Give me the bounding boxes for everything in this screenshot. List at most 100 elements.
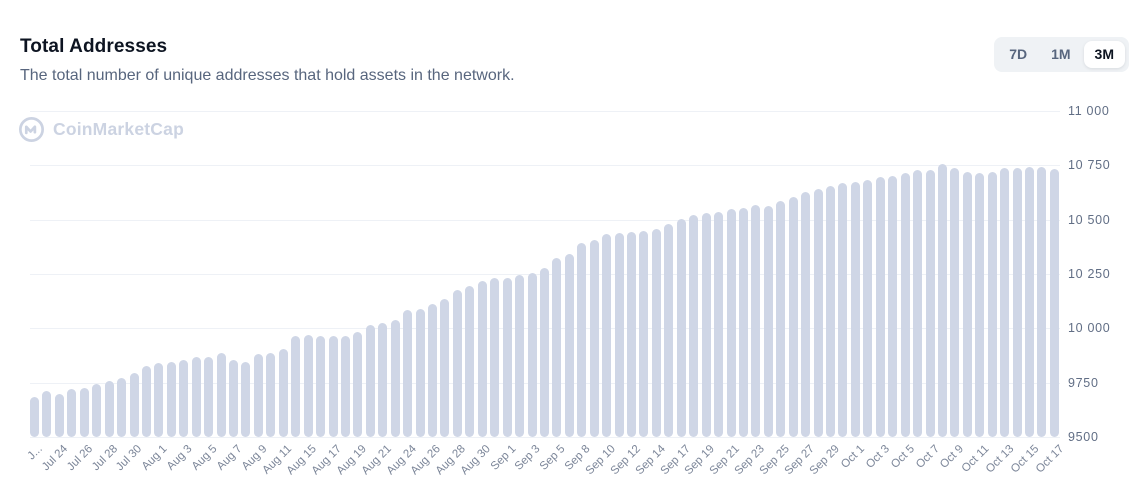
bar[interactable] (403, 309, 413, 437)
range-button-3m[interactable]: 3M (1083, 41, 1125, 68)
bar[interactable] (278, 348, 288, 437)
bar[interactable] (751, 204, 761, 437)
bar[interactable] (465, 286, 475, 437)
bar[interactable] (241, 361, 251, 437)
bar[interactable] (229, 359, 238, 437)
bar[interactable] (987, 172, 997, 437)
bar[interactable] (1037, 166, 1047, 437)
bar[interactable] (900, 173, 910, 437)
gridline (30, 219, 1060, 221)
y-axis-tick-label: 10 250 (1068, 267, 1111, 281)
bar[interactable] (850, 182, 860, 437)
bar[interactable] (801, 192, 811, 437)
plot-area (30, 111, 1060, 437)
bar[interactable] (440, 299, 450, 437)
bar[interactable] (527, 272, 537, 437)
bar[interactable] (962, 172, 972, 437)
bar[interactable] (564, 254, 574, 437)
bar[interactable] (738, 207, 748, 437)
bar[interactable] (204, 356, 214, 437)
bar[interactable] (390, 319, 400, 437)
bar[interactable] (266, 353, 276, 437)
bar[interactable] (589, 240, 599, 437)
bar[interactable] (676, 219, 686, 437)
bar[interactable] (253, 354, 263, 437)
bar[interactable] (316, 335, 326, 437)
bar[interactable] (303, 334, 313, 437)
bar[interactable] (79, 387, 89, 437)
bar[interactable] (216, 353, 226, 437)
y-axis-tick-label: 10 500 (1068, 212, 1111, 227)
bar[interactable] (813, 188, 823, 437)
bar[interactable] (627, 231, 636, 437)
bar[interactable] (129, 373, 139, 437)
gridline (30, 437, 1060, 438)
bar[interactable] (838, 183, 848, 437)
bar[interactable] (539, 268, 549, 437)
y-axis-tick-label: 10 000 (1068, 321, 1111, 336)
bar[interactable] (328, 335, 338, 437)
bar[interactable] (763, 206, 773, 437)
bar[interactable] (776, 201, 786, 437)
bar[interactable] (490, 278, 500, 437)
bar[interactable] (291, 336, 301, 437)
bar[interactable] (452, 290, 462, 437)
bar[interactable] (378, 323, 388, 437)
bar[interactable] (30, 396, 39, 437)
time-range-selector: 7D 1M 3M (994, 37, 1129, 72)
bar[interactable] (104, 380, 114, 437)
bar[interactable] (1000, 167, 1010, 437)
bar[interactable] (54, 393, 64, 437)
bar[interactable] (117, 377, 127, 437)
range-button-7d[interactable]: 7D (998, 41, 1038, 68)
bar[interactable] (701, 213, 711, 437)
y-axis-tick-label: 9750 (1068, 375, 1099, 390)
bar[interactable] (191, 356, 201, 437)
bar[interactable] (875, 177, 885, 437)
bar[interactable] (639, 230, 649, 437)
bar[interactable] (340, 336, 350, 437)
bar[interactable] (651, 229, 661, 437)
bar[interactable] (925, 169, 935, 437)
bar[interactable] (166, 361, 176, 437)
bar[interactable] (1049, 168, 1059, 437)
bar[interactable] (179, 359, 189, 437)
page-title: Total Addresses (20, 36, 168, 57)
bar[interactable] (614, 232, 624, 437)
bar[interactable] (950, 167, 960, 437)
y-axis-tick-label: 9500 (1068, 430, 1099, 444)
chart-header: Total Addresses The total number of uniq… (20, 36, 515, 85)
bar[interactable] (154, 363, 164, 437)
bar[interactable] (826, 186, 835, 437)
bar[interactable] (689, 214, 699, 437)
bar[interactable] (714, 212, 724, 437)
bar[interactable] (365, 324, 375, 437)
bar[interactable] (141, 365, 151, 437)
bar[interactable] (67, 388, 77, 437)
bar[interactable] (577, 242, 587, 437)
bar[interactable] (863, 179, 873, 437)
bar[interactable] (477, 281, 487, 437)
range-button-1m[interactable]: 1M (1040, 41, 1081, 68)
bar[interactable] (913, 170, 923, 437)
bar[interactable] (42, 390, 52, 437)
watermark-brand-text: CoinMarketCap (53, 119, 184, 139)
bar[interactable] (937, 164, 947, 437)
bar[interactable] (415, 308, 425, 437)
bar[interactable] (1025, 166, 1034, 437)
bar[interactable] (428, 304, 437, 437)
bar[interactable] (515, 275, 525, 437)
bar[interactable] (502, 277, 512, 437)
bar[interactable] (664, 224, 674, 437)
gridline (30, 111, 1060, 112)
bar[interactable] (92, 383, 102, 437)
bar[interactable] (353, 332, 363, 437)
bar[interactable] (726, 209, 736, 437)
bar[interactable] (1012, 167, 1022, 437)
bar[interactable] (788, 197, 798, 437)
bar[interactable] (552, 258, 562, 437)
bar[interactable] (888, 176, 898, 437)
bar[interactable] (602, 234, 612, 437)
bar[interactable] (975, 173, 985, 437)
